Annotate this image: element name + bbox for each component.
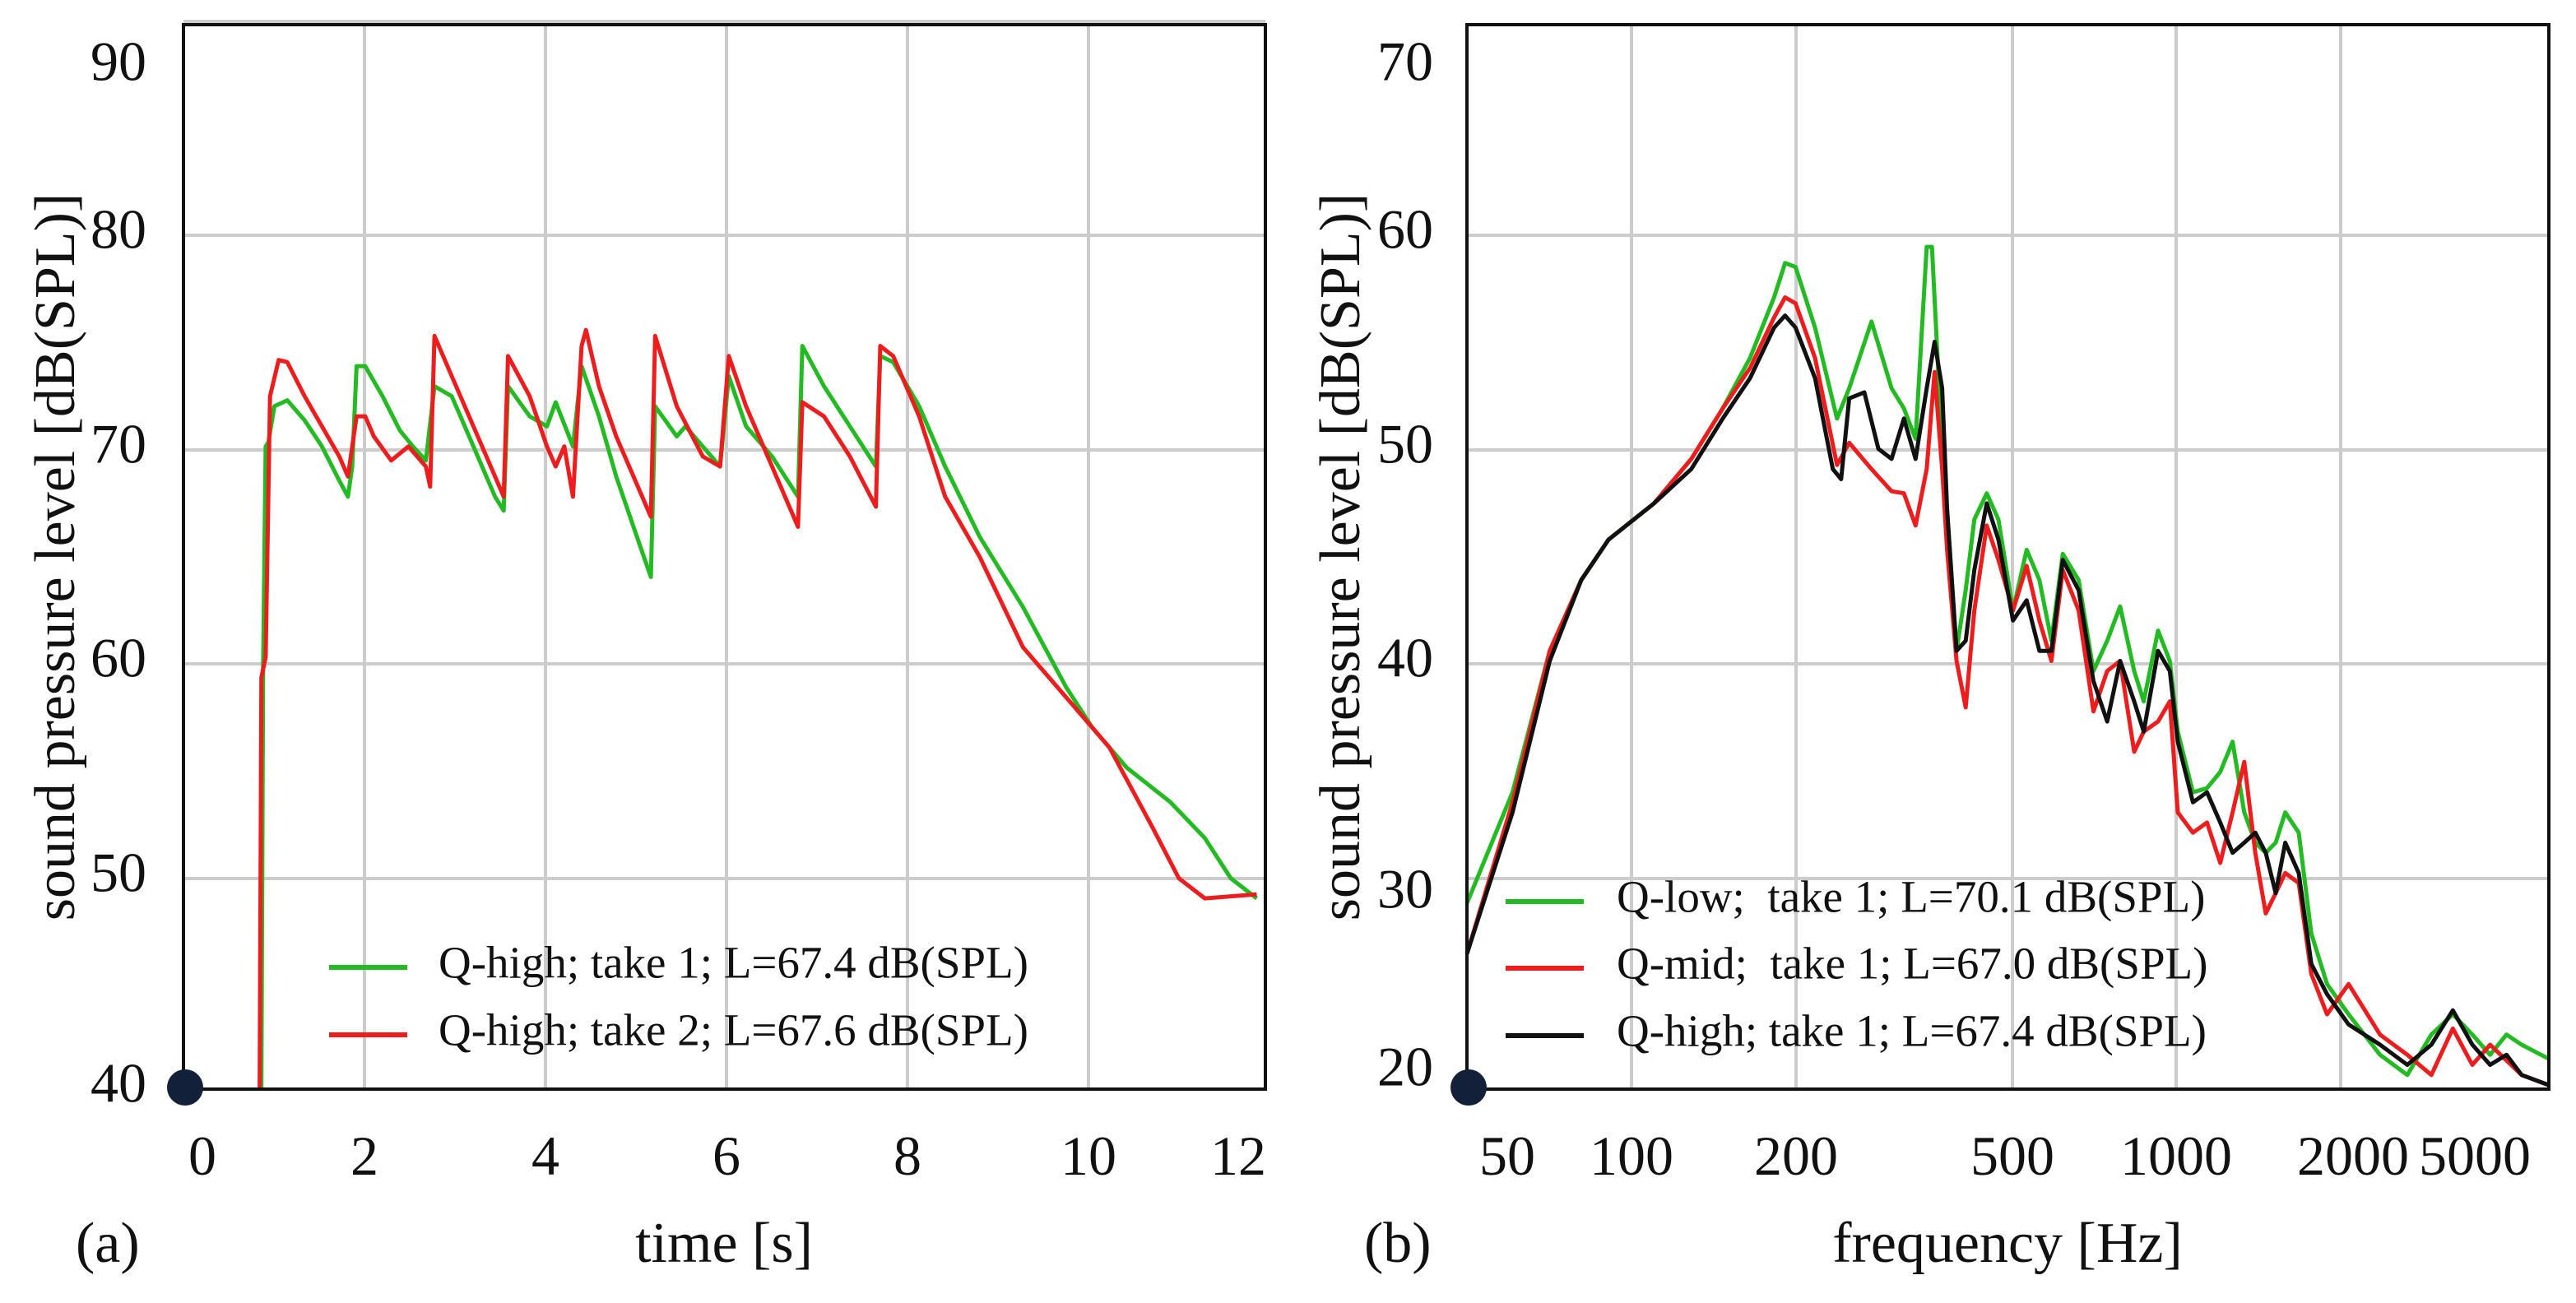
panel-a-y-axis-label: sound pressure level [dB(SPL)]: [24, 193, 87, 921]
panel-a: 40 50 60 70 80 90 0 2 4 6 8 10 12 time […: [24, 20, 1267, 1275]
legend-entry: Q-low; take 1; L=70.1 dB(SPL): [1506, 872, 2205, 922]
panel-a-x-tick: 8: [893, 1124, 921, 1187]
panel-a-plot-background: [183, 25, 1265, 1089]
legend-label: Q-high; take 1; L=67.4 dB(SPL): [439, 938, 1028, 988]
legend-label: Q-high; take 2; L=67.6 dB(SPL): [439, 1005, 1028, 1055]
panel-b-y-tick: 60: [1377, 198, 1433, 261]
series-a-take1-line: [259, 344, 1259, 1090]
panel-a-series: [258, 327, 1259, 1090]
panel-b-plot-background: [1467, 25, 2549, 1089]
panel-b-x-ticks: 50 100 200 500 1000 2000 5000: [1479, 1124, 2531, 1187]
legend-label: Q-low; take 1; L=70.1 dB(SPL): [1617, 872, 2205, 922]
panel-a-x-tick: 0: [188, 1124, 216, 1187]
series-a-take2-line: [258, 327, 1257, 1090]
panel-b-y-tick: 50: [1377, 413, 1433, 475]
panel-a-frame: [182, 23, 1267, 1091]
panel-a-y-tick: 70: [91, 413, 146, 475]
panel-b-x-axis-label: frequency [Hz]: [1832, 1212, 2183, 1275]
panel-b-y-ticks: 20 30 40 50 60 70: [1377, 30, 1433, 1098]
panel-b-y-tick: 40: [1377, 627, 1433, 689]
legend-entry: Q-mid; take 1; L=67.0 dB(SPL): [1506, 939, 2207, 989]
legend-entry: Q-high; take 2; L=67.6 dB(SPL): [329, 1005, 1028, 1055]
panel-b-panel-label: (b): [1364, 1212, 1432, 1275]
panel-a-x-ticks: 0 2 4 6 8 10 12: [188, 1124, 1266, 1187]
panel-b-x-tick: 100: [1590, 1124, 1673, 1187]
panel-b-grid: [1467, 25, 2549, 1089]
legend-label: Q-mid; take 1; L=67.0 dB(SPL): [1617, 939, 2207, 989]
panel-b-legend: Q-low; take 1; L=70.1 dB(SPL) Q-mid; tak…: [1506, 872, 2207, 1056]
legend-entry: Q-high; take 1; L=67.4 dB(SPL): [1506, 1006, 2207, 1056]
panel-a-origin-dot: [167, 1069, 203, 1106]
panel-b-x-tick: 50: [1479, 1124, 1535, 1187]
panel-a-x-tick: 12: [1210, 1124, 1266, 1187]
panel-a-y-tick: 50: [91, 842, 146, 904]
panel-b-x-tick: 1000: [2120, 1124, 2232, 1187]
panel-b-y-tick: 30: [1377, 858, 1433, 920]
legend-label: Q-high; take 1; L=67.4 dB(SPL): [1617, 1006, 2207, 1056]
panel-b-y-axis-label: sound pressure level [dB(SPL)]: [1309, 193, 1372, 921]
panel-a-y-tick: 60: [91, 627, 146, 689]
panel-b-x-tick: 2000: [2297, 1124, 2409, 1187]
panel-b: 20 30 40 50 60 70 50 100 200 500 1000 20…: [1309, 23, 2550, 1275]
panel-a-x-tick: 2: [350, 1124, 378, 1187]
panel-a-x-tick: 6: [712, 1124, 740, 1187]
panel-b-y-tick: 20: [1377, 1036, 1433, 1098]
panel-a-y-ticks: 40 50 60 70 80 90: [91, 30, 146, 1115]
panel-a-x-axis-label: time [s]: [635, 1212, 813, 1275]
panel-b-x-tick: 5000: [2419, 1124, 2531, 1187]
panel-a-grid: [183, 20, 1265, 1089]
panel-b-y-tick: 70: [1377, 30, 1433, 93]
panel-b-frame: [1465, 23, 2550, 1091]
panel-a-y-tick: 90: [91, 30, 146, 93]
panel-a-x-tick: 10: [1061, 1124, 1116, 1187]
panel-b-x-tick: 500: [1970, 1124, 2054, 1187]
series-b-q-high-line: [1464, 313, 2550, 1087]
panel-b-x-tick: 200: [1754, 1124, 1838, 1187]
panel-a-y-tick: 80: [91, 198, 146, 261]
panel-a-x-tick: 4: [531, 1124, 559, 1187]
panel-a-legend: Q-high; take 1; L=67.4 dB(SPL) Q-high; t…: [329, 938, 1028, 1055]
panel-b-series: [1464, 244, 2550, 1087]
panel-a-y-tick: 40: [91, 1052, 146, 1115]
legend-entry: Q-high; take 1; L=67.4 dB(SPL): [329, 938, 1028, 988]
panel-b-origin-dot: [1450, 1069, 1487, 1106]
panel-a-panel-label: (a): [76, 1212, 140, 1275]
